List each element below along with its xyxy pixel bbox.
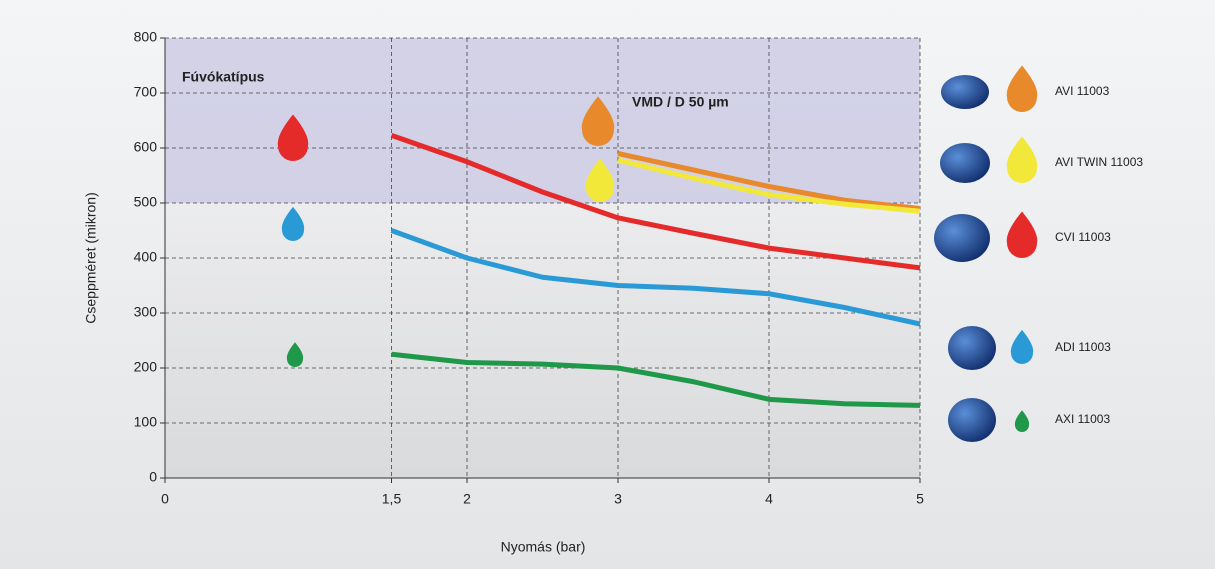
y-tick-label: 300: [134, 304, 158, 320]
chart: 0 100 200 300 400 500 600 700 800 0 1,5 2 3 4 5 AVI 110…: [0, 0, 1215, 569]
y-tick-label: 0: [149, 469, 157, 485]
nozzle-icon: [948, 398, 996, 442]
x-axis-label: Nyomás (bar): [501, 539, 586, 555]
shaded-band: [165, 38, 920, 203]
nozzle-icon: [941, 75, 989, 109]
y-tick-label: 200: [134, 359, 158, 375]
legend-label: ADI 11003: [1055, 340, 1111, 354]
annotation: Fúvókatípus: [182, 69, 265, 85]
legend-label: AVI TWIN 11003: [1055, 155, 1143, 169]
x-tick-label: 4: [765, 491, 773, 507]
annotation: VMD / D 50 µm: [632, 94, 729, 110]
x-tick-label: 2: [463, 491, 471, 507]
nozzle-icon: [948, 326, 996, 370]
legend-label: AVI 11003: [1055, 84, 1110, 98]
x-tick-label: 0: [161, 491, 169, 507]
y-axis-label: Cseppméret (mikron): [83, 192, 99, 323]
y-tick-label: 100: [134, 414, 158, 430]
nozzle-icon: [940, 143, 990, 183]
x-tick-label: 1,5: [382, 491, 402, 507]
x-tick-label: 3: [614, 491, 622, 507]
legend-label: CVI 11003: [1055, 230, 1111, 244]
y-tick-label: 400: [134, 249, 158, 265]
nozzle-icon: [934, 214, 990, 262]
y-tick-label: 800: [134, 29, 158, 45]
x-tick-label: 5: [916, 491, 924, 507]
legend-label: AXI 11003: [1055, 412, 1110, 426]
y-tick-label: 600: [134, 139, 158, 155]
y-tick-label: 500: [134, 194, 158, 210]
y-tick-label: 700: [134, 84, 158, 100]
